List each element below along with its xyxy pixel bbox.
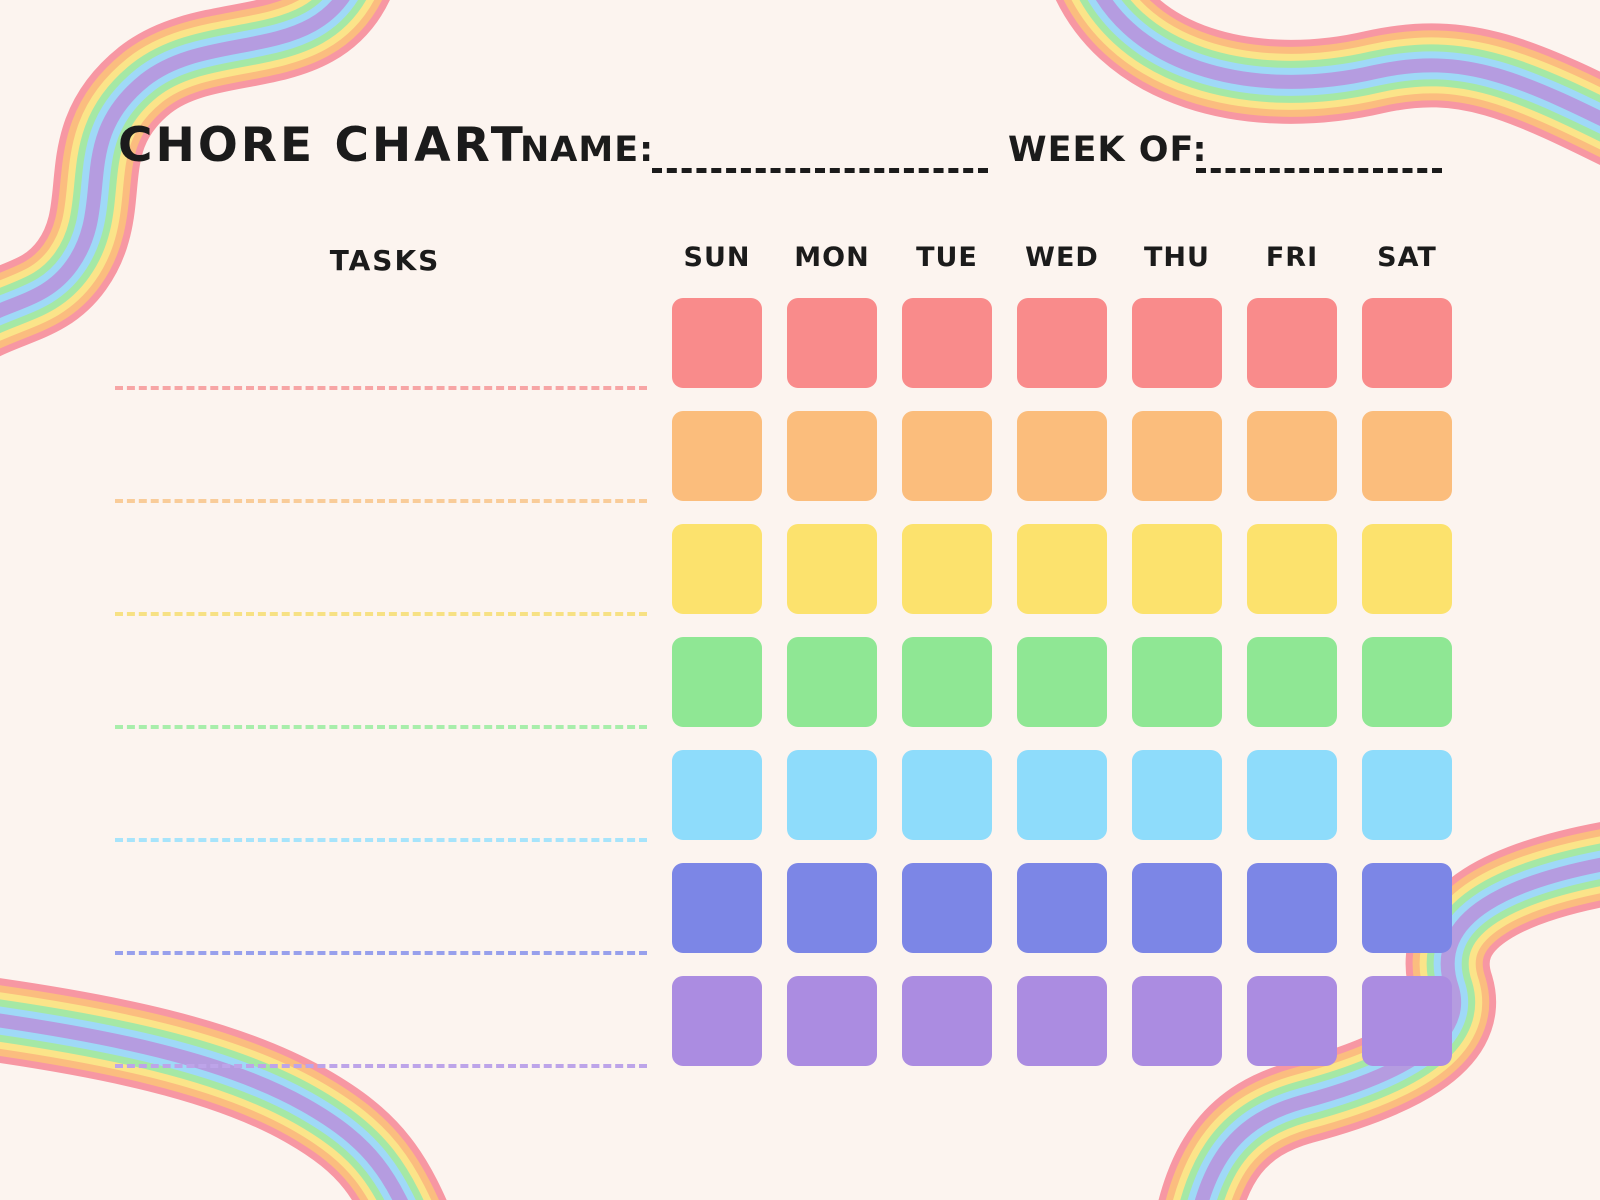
name-label: NAME: [520,130,655,170]
chore-cell-red-row-sun[interactable] [672,298,762,388]
chore-cell-orange-row-sun[interactable] [672,411,762,501]
chore-cell-red-row-sat[interactable] [1362,298,1452,388]
chore-cell-yellow-row-sat[interactable] [1362,524,1452,614]
rainbow-ribbon-bottom-left [0,978,447,1200]
chore-cell-green-row-sun[interactable] [672,637,762,727]
chore-cell-periwinkle-row-fri[interactable] [1247,863,1337,953]
task-input-line-green-row[interactable] [115,725,647,729]
task-input-line-blue-row[interactable] [115,838,647,842]
day-header-wed: WED [1025,242,1099,273]
chore-cell-periwinkle-row-mon[interactable] [787,863,877,953]
day-header-tue: TUE [916,242,978,273]
chore-cell-blue-row-mon[interactable] [787,750,877,840]
chore-cell-blue-row-tue[interactable] [902,750,992,840]
chore-cell-purple-row-sat[interactable] [1362,976,1452,1066]
chore-cell-purple-row-thu[interactable] [1132,976,1222,1066]
chore-cell-orange-row-fri[interactable] [1247,411,1337,501]
page-title: CHORE CHART [118,118,526,173]
day-header-sun: SUN [683,242,751,273]
week-of-input-line[interactable] [1196,168,1442,173]
chore-cell-yellow-row-sun[interactable] [672,524,762,614]
chore-cell-yellow-row-wed[interactable] [1017,524,1107,614]
chore-cell-periwinkle-row-sun[interactable] [672,863,762,953]
chore-cell-purple-row-tue[interactable] [902,976,992,1066]
tasks-column-header: TASKS [329,244,441,277]
chore-cell-green-row-fri[interactable] [1247,637,1337,727]
day-header-fri: FRI [1265,242,1319,273]
rainbow-ribbon-top-right [1056,0,1600,165]
task-input-line-orange-row[interactable] [115,499,647,503]
task-input-line-yellow-row[interactable] [115,612,647,616]
chore-cell-purple-row-wed[interactable] [1017,976,1107,1066]
chore-cell-periwinkle-row-sat[interactable] [1362,863,1452,953]
chore-cell-periwinkle-row-wed[interactable] [1017,863,1107,953]
chore-cell-red-row-mon[interactable] [787,298,877,388]
chore-cell-yellow-row-thu[interactable] [1132,524,1222,614]
name-input-line[interactable] [652,168,988,173]
chore-cell-periwinkle-row-tue[interactable] [902,863,992,953]
chore-cell-blue-row-fri[interactable] [1247,750,1337,840]
week-of-label: WEEK OF: [1008,130,1208,170]
chore-cell-purple-row-mon[interactable] [787,976,877,1066]
chore-cell-purple-row-fri[interactable] [1247,976,1337,1066]
chore-cell-orange-row-mon[interactable] [787,411,877,501]
chore-cell-green-row-tue[interactable] [902,637,992,727]
chore-cell-purple-row-sun[interactable] [672,976,762,1066]
chore-cell-yellow-row-mon[interactable] [787,524,877,614]
chore-cell-yellow-row-fri[interactable] [1247,524,1337,614]
chore-cell-orange-row-wed[interactable] [1017,411,1107,501]
chore-cell-blue-row-wed[interactable] [1017,750,1107,840]
chore-cell-orange-row-tue[interactable] [902,411,992,501]
chore-cell-periwinkle-row-thu[interactable] [1132,863,1222,953]
chore-cell-red-row-tue[interactable] [902,298,992,388]
day-header-thu: THU [1144,242,1210,273]
task-input-line-purple-row[interactable] [115,1064,647,1068]
chore-cell-red-row-thu[interactable] [1132,298,1222,388]
task-input-line-red-row[interactable] [115,386,647,390]
chore-cell-green-row-wed[interactable] [1017,637,1107,727]
day-header-sat: SAT [1377,242,1437,273]
chore-cell-red-row-fri[interactable] [1247,298,1337,388]
task-input-line-periwinkle-row[interactable] [115,951,647,955]
day-header-mon: MON [794,242,870,273]
chore-cell-orange-row-sat[interactable] [1362,411,1452,501]
chore-cell-orange-row-thu[interactable] [1132,411,1222,501]
chore-cell-green-row-mon[interactable] [787,637,877,727]
chore-cell-yellow-row-tue[interactable] [902,524,992,614]
chore-cell-red-row-wed[interactable] [1017,298,1107,388]
chore-cell-blue-row-sat[interactable] [1362,750,1452,840]
chore-cell-blue-row-sun[interactable] [672,750,762,840]
chore-cell-green-row-thu[interactable] [1132,637,1222,727]
chore-cell-blue-row-thu[interactable] [1132,750,1222,840]
chore-cell-green-row-sat[interactable] [1362,637,1452,727]
